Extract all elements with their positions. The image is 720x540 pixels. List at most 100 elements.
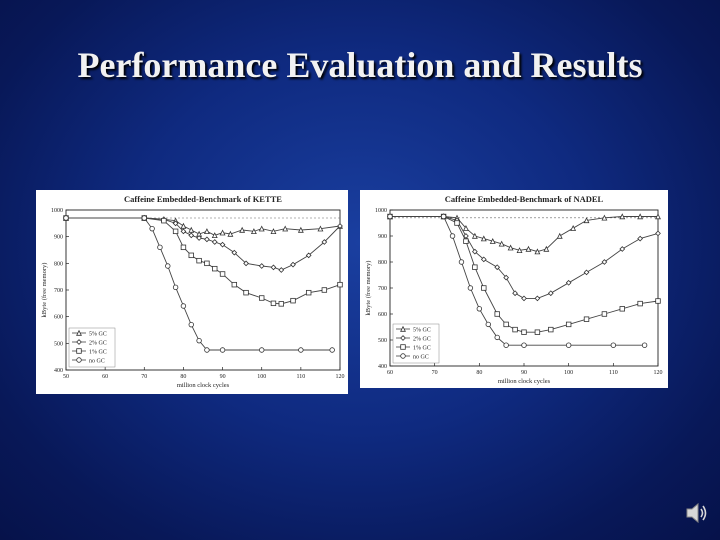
kette-data-point	[231, 249, 238, 256]
kette-data-point	[305, 289, 312, 296]
nadel-series-2	[387, 213, 661, 335]
kette-data-point	[259, 347, 265, 353]
kette-data-point	[149, 225, 155, 232]
nadel-series-line	[390, 216, 659, 299]
kette-data-point	[165, 263, 171, 269]
speaker-icon[interactable]	[684, 500, 710, 526]
nadel-legend-label: no GC	[413, 355, 429, 361]
kette-xtick-label: 100	[257, 374, 266, 380]
kette-xtick-label: 50	[63, 374, 69, 380]
kette-series-line	[66, 217, 333, 351]
kette-data-point	[219, 241, 226, 248]
kette-data-point	[180, 222, 187, 229]
kette-data-point	[172, 284, 179, 291]
kette-data-point	[270, 264, 277, 271]
nadel-data-point	[472, 248, 478, 255]
kette-data-point	[290, 261, 296, 268]
kette-data-point	[290, 297, 296, 304]
nadel-xtick-label: 110	[609, 370, 618, 376]
speaker-icon-graphic	[686, 502, 707, 524]
kette-data-point	[337, 223, 343, 229]
nadel-data-point	[472, 264, 478, 270]
kette-data-point	[270, 300, 277, 307]
kette-legend-label: 5% GC	[89, 332, 107, 338]
kette-data-point	[188, 226, 195, 233]
kette-xtick-label: 70	[141, 374, 147, 380]
kette-legend-label: no GC	[89, 359, 105, 365]
nadel-series-3	[387, 213, 648, 348]
kette-data-point	[321, 239, 328, 245]
chart-nadel: Caffeine Embedded-Benchmark of NADEL 60 70…	[365, 194, 663, 385]
nadel-series-0	[387, 213, 661, 255]
nadel-data-point	[494, 334, 500, 341]
nadel-data-point	[481, 285, 487, 291]
kette-data-point	[188, 252, 194, 259]
kette-ytick-label: 700	[54, 288, 63, 294]
nadel-xtick-label: 70	[432, 370, 438, 376]
kette-data-point	[278, 267, 285, 273]
nadel-xtick-label: 80	[476, 370, 482, 376]
kette-data-point	[329, 347, 335, 353]
nadel-data-point	[480, 256, 487, 263]
kette-legend-marker	[76, 329, 82, 336]
nadel-legend-marker	[400, 344, 406, 350]
kette-data-point	[203, 228, 210, 235]
kette-data-point	[161, 217, 167, 224]
nadel-series-line	[390, 216, 659, 333]
kette-legend-label: 1% GC	[89, 350, 107, 356]
nadel-data-point	[637, 300, 643, 307]
nadel-data-point	[610, 342, 617, 348]
kette-data-point	[180, 244, 187, 251]
kette-data-point	[211, 232, 218, 239]
kette-xtick-label: 110	[296, 374, 305, 380]
kette-data-point	[298, 347, 304, 353]
nadel-data-point	[480, 235, 487, 242]
nadel-data-point	[655, 298, 661, 304]
kette-xtick-label: 60	[102, 374, 108, 380]
kette-data-point	[212, 265, 218, 272]
nadel-ytick-label: 800	[378, 260, 387, 266]
nadel-xlabel: million clock cycles	[498, 378, 551, 385]
kette-data-point	[250, 228, 257, 235]
kette-ytick-label: 900	[54, 235, 63, 241]
kette-data-point	[305, 252, 312, 259]
nadel-data-point	[601, 259, 608, 265]
nadel-data-point	[489, 238, 496, 244]
kette-data-point	[196, 337, 202, 344]
nadel-legend-marker	[400, 325, 406, 332]
nadel-ylabel: kByte (free memory)	[365, 261, 372, 316]
kette-data-point	[188, 321, 194, 328]
nadel-data-point	[534, 295, 541, 302]
nadel-data-point	[565, 279, 572, 286]
nadel-data-point	[619, 246, 626, 252]
kette-xlabel: million clock cycles	[177, 382, 230, 389]
kette-data-point	[337, 281, 343, 288]
kette-data-point	[259, 295, 265, 301]
kette-data-point	[172, 220, 179, 227]
kette-data-point	[219, 347, 226, 353]
kette-ylabel: kByte (free memory)	[41, 263, 48, 318]
kette-data-point	[258, 225, 265, 232]
nadel-data-point	[521, 329, 527, 335]
kette-data-point	[243, 289, 249, 296]
nadel-legend-label: 5% GC	[413, 328, 431, 334]
kette-data-point	[180, 228, 187, 235]
kette-data-point	[227, 230, 234, 237]
nadel-ytick-label: 1000	[375, 208, 387, 214]
nadel-data-point	[512, 290, 518, 297]
nadel-data-point	[583, 316, 590, 322]
kette-data-point	[141, 215, 147, 221]
nadel-data-point	[570, 225, 577, 231]
kette-title: Caffeine Embedded-Benchmark of KETTE	[124, 194, 282, 204]
kette-data-point	[180, 303, 187, 309]
kette-ytick-label: 600	[54, 315, 63, 321]
kette-ytick-label: 1000	[51, 208, 63, 214]
nadel-data-point	[463, 238, 469, 244]
nadel-data-point	[619, 213, 626, 220]
chart-panel-kette: Caffeine Embedded-Benchmark of KETTE 50 60…	[36, 190, 348, 394]
kette-data-point	[196, 257, 202, 264]
nadel-legend-label: 1% GC	[413, 346, 431, 352]
slide-title: Performance Evaluation and Results	[77, 45, 643, 85]
nadel-data-point	[619, 306, 625, 312]
kette-ytick-label: 400	[54, 368, 63, 374]
